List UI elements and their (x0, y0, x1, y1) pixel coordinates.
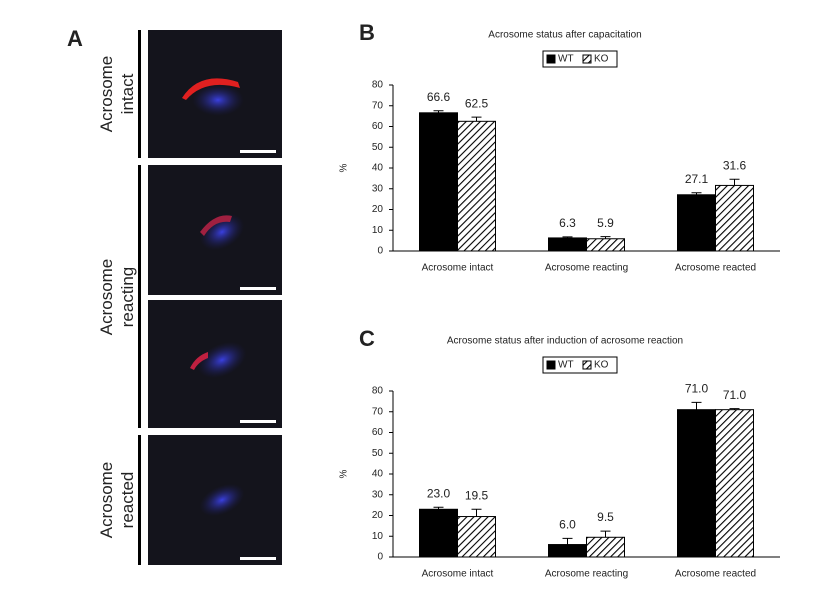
value-label: 6.0 (559, 517, 576, 531)
bar (586, 536, 625, 558)
y-axis-label: % (339, 163, 350, 172)
bar (715, 409, 754, 558)
y-tick-label: 0 (377, 246, 383, 257)
legend-label: KO (594, 54, 609, 65)
legend-swatch (582, 360, 592, 370)
bar (677, 194, 716, 252)
legend-label: KO (594, 360, 609, 371)
legend-label: WT (558, 54, 574, 65)
error-bar (562, 236, 573, 238)
row-label: Acrosome intact (97, 56, 137, 133)
x-tick-label: Acrosome reacted (675, 263, 756, 274)
value-label: 71.0 (723, 388, 747, 402)
y-tick-label: 70 (372, 100, 384, 111)
y-tick-label: 50 (372, 142, 384, 153)
legend-swatch (546, 360, 556, 370)
x-tick-label: Acrosome intact (422, 569, 494, 580)
bar (677, 409, 716, 558)
y-tick-label: 80 (372, 80, 384, 91)
value-label: 66.6 (427, 90, 451, 104)
bar (419, 508, 458, 558)
legend-label: WT (558, 360, 574, 371)
error-bar (433, 506, 444, 510)
y-tick-label: 20 (372, 510, 384, 521)
bar (715, 184, 754, 252)
value-label: 62.5 (465, 96, 489, 110)
panel-label: C (359, 326, 375, 351)
error-bar (471, 116, 482, 122)
y-tick-label: 40 (372, 163, 384, 174)
value-label: 27.1 (685, 172, 709, 186)
y-tick-label: 60 (372, 121, 384, 132)
error-bar (562, 537, 573, 545)
value-label: 23.0 (427, 486, 451, 500)
error-bar (691, 192, 702, 195)
value-label: 31.6 (723, 158, 747, 172)
value-label: 71.0 (685, 382, 709, 396)
y-tick-label: 30 (372, 183, 384, 194)
legend-box (542, 356, 618, 374)
value-label: 5.9 (597, 216, 614, 230)
error-bar (729, 178, 740, 186)
x-tick-label: Acrosome reacted (675, 569, 756, 580)
error-bar (729, 408, 740, 410)
bar (457, 516, 496, 558)
legend-box (542, 50, 618, 68)
legend-swatch (546, 54, 556, 64)
y-tick-label: 30 (372, 489, 384, 500)
y-tick-label: 70 (372, 406, 384, 417)
chart-title: Acrosome status after induction of acros… (447, 336, 683, 347)
y-tick-label: 20 (372, 204, 384, 215)
error-bar (600, 236, 611, 239)
y-tick-label: 60 (372, 427, 384, 438)
value-label: 9.5 (597, 510, 614, 524)
error-bar (691, 401, 702, 410)
y-tick-label: 40 (372, 469, 384, 480)
row-label: Acrosome reacted (97, 462, 137, 539)
bar (548, 544, 587, 558)
bar (419, 112, 458, 252)
y-tick-label: 0 (377, 552, 383, 563)
legend-swatch (582, 54, 592, 64)
y-tick-label: 10 (372, 225, 384, 236)
bar (586, 238, 625, 252)
error-bar (471, 508, 482, 517)
panel-label: B (359, 20, 375, 45)
micrographs (138, 30, 282, 565)
y-axis-label: % (339, 469, 350, 478)
error-bar (433, 110, 444, 113)
x-tick-label: Acrosome intact (422, 263, 494, 274)
y-tick-label: 10 (372, 531, 384, 542)
row-label: Acrosome reacting (97, 259, 137, 336)
value-label: 19.5 (465, 488, 489, 502)
error-bar (600, 530, 611, 538)
bar (548, 237, 587, 252)
panel-label: A (67, 26, 83, 51)
bar (457, 120, 496, 252)
chart-title: Acrosome status after capacitation (488, 30, 641, 41)
value-label: 6.3 (559, 216, 576, 230)
y-tick-label: 50 (372, 448, 384, 459)
x-tick-label: Acrosome reacting (545, 569, 628, 580)
x-tick-label: Acrosome reacting (545, 263, 628, 274)
y-tick-label: 80 (372, 386, 384, 397)
